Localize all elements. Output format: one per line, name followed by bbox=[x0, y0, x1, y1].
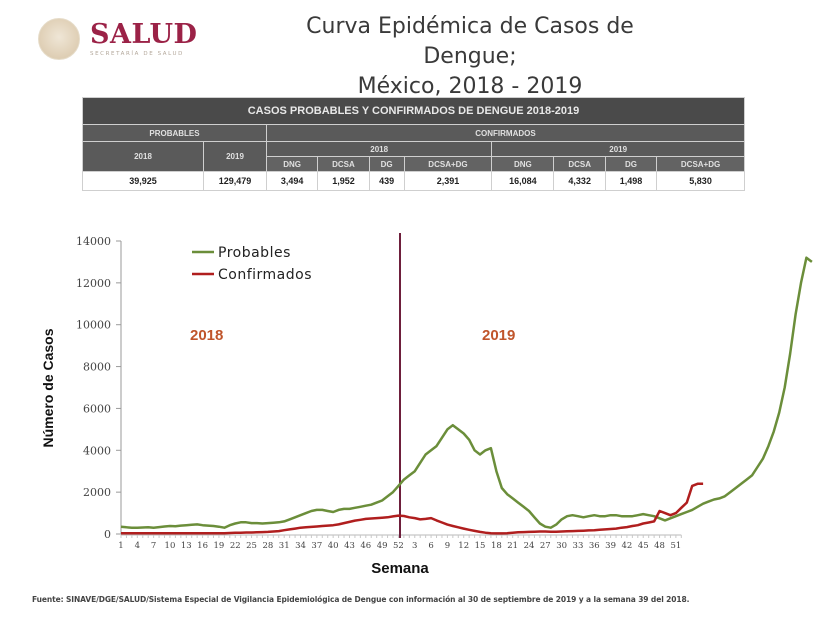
brand-name: SALUD bbox=[90, 19, 198, 50]
x-axis-label: Semana bbox=[371, 560, 429, 577]
col-header: DCSA bbox=[553, 156, 606, 172]
value-cell: 3,494 bbox=[265, 171, 319, 191]
confirmados-line bbox=[121, 482, 704, 535]
x-tick-label: 45 bbox=[638, 541, 649, 551]
title-line-1: Curva Epidémica de Casos de Dengue; bbox=[306, 14, 634, 69]
year-label-2018: 2018 bbox=[190, 327, 223, 344]
brand-subtitle: SECRETARÍA DE SALUD bbox=[90, 51, 185, 57]
col-header: DNG bbox=[265, 156, 319, 172]
value-cell: 39,925 bbox=[82, 171, 204, 191]
x-tick-label: 49 bbox=[377, 541, 388, 551]
col-header: DCSA+DG bbox=[656, 156, 745, 172]
y-tick-label: 8000 bbox=[83, 361, 111, 374]
x-tick-label: 27 bbox=[540, 541, 551, 551]
x-tick-label: 34 bbox=[295, 541, 306, 551]
x-tick-label: 28 bbox=[262, 541, 273, 551]
y-tick-label: 0 bbox=[104, 528, 111, 541]
x-tick-label: 12 bbox=[458, 541, 469, 551]
source-footnote: Fuente: SINAVE/DGE/SALUD/Sistema Especia… bbox=[32, 595, 690, 604]
value-cell: 5,830 bbox=[656, 171, 745, 191]
x-tick-label: 25 bbox=[246, 541, 257, 551]
legend-probables: Probables bbox=[218, 245, 291, 261]
value-cell: 4,332 bbox=[553, 171, 606, 191]
x-tick-label: 43 bbox=[344, 541, 355, 551]
national-seal-icon bbox=[38, 18, 80, 60]
col-header: DCSA+DG bbox=[403, 156, 493, 172]
salud-logo: SALUD SECRETARÍA DE SALUD bbox=[38, 18, 197, 60]
value-cell: 2,391 bbox=[403, 171, 493, 191]
x-tick-label: 51 bbox=[670, 541, 681, 551]
x-tick-label: 13 bbox=[181, 541, 192, 551]
x-tick-label: 30 bbox=[556, 541, 567, 551]
x-tick-label: 6 bbox=[428, 541, 433, 551]
page-title: Curva Epidémica de Casos de Dengue; Méxi… bbox=[270, 12, 670, 102]
y-tick-label: 2000 bbox=[83, 486, 111, 499]
y-tick-label: 14000 bbox=[76, 235, 111, 248]
x-tick-label: 48 bbox=[654, 541, 665, 551]
x-tick-label: 24 bbox=[524, 541, 535, 551]
x-tick-label: 15 bbox=[475, 541, 486, 551]
x-tick-label: 36 bbox=[589, 541, 600, 551]
epidemic-curve-chart: 0 2000 4000 6000 8000 10000 12000 14000 1 4 7 10 13… bbox=[40, 233, 813, 577]
col-header: DNG bbox=[491, 156, 555, 172]
group-confirmados: CONFIRMADOS bbox=[266, 124, 745, 142]
probables-2018-header: 2018 bbox=[82, 141, 204, 172]
table-title: CASOS PROBABLES Y CONFIRMADOS DE DENGUE … bbox=[82, 97, 745, 125]
x-tick-label: 52 bbox=[393, 541, 404, 551]
x-tick-label: 31 bbox=[279, 541, 290, 551]
x-tick-label: 4 bbox=[135, 541, 140, 551]
y-tick-label: 10000 bbox=[76, 319, 111, 332]
y-tick-label: 12000 bbox=[76, 277, 111, 290]
value-cell: 16,084 bbox=[491, 171, 555, 191]
x-tick-label: 37 bbox=[311, 541, 322, 551]
col-header: DG bbox=[604, 156, 658, 172]
value-cell: 129,479 bbox=[203, 171, 267, 191]
x-tick-label: 10 bbox=[165, 541, 176, 551]
y-axis-label: Número de Casos bbox=[40, 328, 56, 447]
value-cell: 1,952 bbox=[317, 171, 370, 191]
summary-table: CASOS PROBABLES Y CONFIRMADOS DE DENGUE … bbox=[82, 97, 745, 191]
x-tick-label: 42 bbox=[622, 541, 633, 551]
y-tick-label: 6000 bbox=[83, 402, 111, 415]
legend-confirmados: Confirmados bbox=[218, 267, 312, 283]
x-tick-label: 40 bbox=[328, 541, 339, 551]
col-header: DG bbox=[368, 156, 405, 172]
x-tick-label: 9 bbox=[445, 541, 450, 551]
probables-line bbox=[120, 256, 813, 529]
x-tick-label: 22 bbox=[230, 541, 241, 551]
x-tick-label: 7 bbox=[151, 541, 156, 551]
chart-legend: Probables Confirmados bbox=[192, 245, 312, 283]
group-probables: PROBABLES bbox=[82, 124, 267, 142]
x-tick-label: 16 bbox=[197, 541, 208, 551]
x-tick-label: 1 bbox=[118, 541, 123, 551]
x-tick-label: 19 bbox=[214, 541, 225, 551]
x-tick-label: 3 bbox=[412, 541, 417, 551]
value-cell: 439 bbox=[368, 171, 405, 191]
x-tick-label: 21 bbox=[507, 541, 518, 551]
x-tick-label: 18 bbox=[491, 541, 502, 551]
x-tick-label: 39 bbox=[605, 541, 616, 551]
probables-2019-header: 2019 bbox=[203, 141, 267, 172]
col-header: DCSA bbox=[317, 156, 370, 172]
x-tick-label: 46 bbox=[360, 541, 371, 551]
x-axis: 1 4 7 10 13 16 19 22 25 28 31 34 37 40 43 46 49 52 3 6 9 12 15… bbox=[118, 534, 682, 551]
y-axis: 0 2000 4000 6000 8000 10000 12000 14000 bbox=[76, 235, 122, 541]
value-cell: 1,498 bbox=[604, 171, 658, 191]
x-tick-label: 33 bbox=[573, 541, 584, 551]
confirmados-2018-header: 2018 bbox=[265, 141, 493, 157]
y-tick-label: 4000 bbox=[83, 444, 111, 457]
confirmados-2019-header: 2019 bbox=[491, 141, 745, 157]
title-line-2: México, 2018 - 2019 bbox=[357, 74, 583, 99]
year-label-2019: 2019 bbox=[482, 327, 515, 344]
